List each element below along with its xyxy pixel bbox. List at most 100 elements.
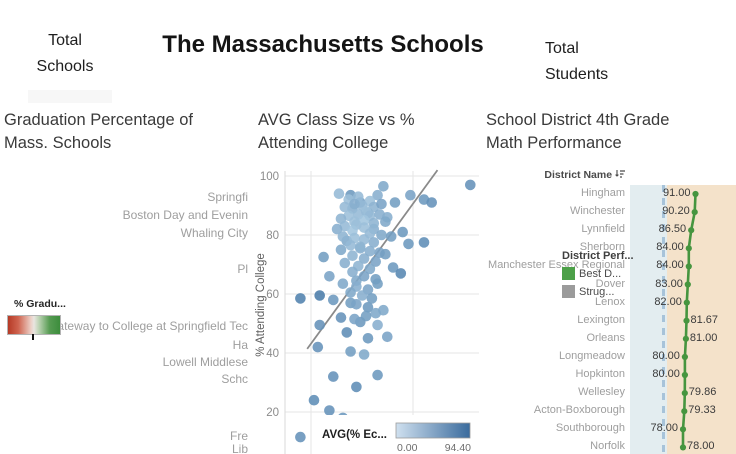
- scatter-point[interactable]: [465, 179, 476, 191]
- scatter-point[interactable]: [358, 349, 370, 360]
- scatter-point[interactable]: [341, 327, 353, 338]
- scatter-point[interactable]: [335, 312, 347, 323]
- scatter-point[interactable]: [345, 240, 356, 251]
- scatter-point[interactable]: [355, 241, 366, 253]
- district-svg: [630, 185, 736, 454]
- scatter-point[interactable]: [356, 290, 368, 301]
- district-score-label: 84.00: [656, 241, 684, 254]
- scatter-point[interactable]: [331, 223, 343, 235]
- scatter-point[interactable]: [395, 268, 407, 279]
- district-legend-item[interactable]: Strug...: [562, 285, 634, 298]
- scatter-point[interactable]: [370, 307, 381, 319]
- scatter-point[interactable]: [376, 229, 387, 241]
- y-tick-label: 20: [266, 407, 279, 419]
- scatter-point[interactable]: [403, 238, 414, 250]
- grad-color-legend-tick[interactable]: [32, 334, 34, 340]
- scatter-point[interactable]: [364, 263, 376, 275]
- scatter-color-legend-gradient[interactable]: [395, 422, 471, 439]
- district-score-dot[interactable]: [683, 317, 690, 324]
- district-score-label: 83.00: [655, 277, 683, 290]
- scatter-point[interactable]: [351, 381, 362, 393]
- scatter-point[interactable]: [370, 274, 381, 285]
- scatter-point[interactable]: [372, 319, 383, 331]
- scatter-point[interactable]: [389, 197, 401, 208]
- scatter-point[interactable]: [358, 271, 370, 282]
- scatter-point[interactable]: [337, 231, 349, 242]
- scatter-point[interactable]: [370, 256, 381, 267]
- scatter-point[interactable]: [347, 250, 358, 261]
- scatter-point[interactable]: [366, 293, 378, 304]
- scatter-point[interactable]: [339, 257, 351, 269]
- district-legend-item[interactable]: Best D...: [562, 267, 634, 280]
- scatter-point[interactable]: [333, 188, 345, 199]
- district-score-dot[interactable]: [681, 408, 688, 415]
- scatter-point[interactable]: [295, 293, 306, 304]
- scatter-point[interactable]: [328, 371, 339, 382]
- scatter-point[interactable]: [339, 201, 351, 213]
- district-score-dot[interactable]: [691, 209, 698, 216]
- district-score-dot[interactable]: [683, 299, 690, 306]
- scatter-point[interactable]: [418, 237, 430, 248]
- district-score-dot[interactable]: [692, 190, 699, 198]
- scatter-point[interactable]: [349, 313, 360, 325]
- scatter-point[interactable]: [308, 394, 320, 406]
- scatter-point[interactable]: [358, 253, 370, 264]
- scatter-point[interactable]: [324, 271, 335, 282]
- scatter-point[interactable]: [372, 189, 383, 201]
- scatter-point[interactable]: [397, 226, 408, 238]
- scatter-svg: 100 80 60 40 20 % Attending College AVG(% Ec..…: [255, 169, 480, 454]
- scatter-point[interactable]: [345, 346, 356, 357]
- scatter-point[interactable]: [349, 198, 360, 210]
- district-score-dot[interactable]: [679, 444, 687, 451]
- district-score-dot[interactable]: [688, 227, 695, 234]
- scatter-point[interactable]: [314, 319, 325, 331]
- district-score-dot[interactable]: [681, 371, 688, 379]
- scatter-point[interactable]: [382, 331, 393, 343]
- scatter-point[interactable]: [368, 237, 380, 248]
- scatter-point[interactable]: [405, 189, 416, 201]
- reference-band-tan: [667, 185, 736, 454]
- grad-color-legend-gradient[interactable]: [7, 315, 61, 335]
- scatter-point[interactable]: [347, 266, 358, 278]
- scatter-point[interactable]: [312, 341, 324, 353]
- scatter-point[interactable]: [385, 231, 397, 242]
- sort-icon[interactable]: [615, 169, 626, 179]
- scatter-point[interactable]: [349, 216, 360, 227]
- scatter-point[interactable]: [337, 278, 349, 289]
- scatter-point[interactable]: [362, 333, 374, 344]
- scatter-point[interactable]: [362, 302, 374, 313]
- district-score-dot[interactable]: [685, 263, 692, 270]
- scatter-point[interactable]: [387, 262, 399, 273]
- scatter-point[interactable]: [364, 245, 376, 257]
- scatter-point[interactable]: [378, 181, 389, 192]
- district-score-dot[interactable]: [684, 281, 691, 288]
- district-score-dot[interactable]: [685, 245, 692, 252]
- district-score-dot[interactable]: [679, 426, 687, 433]
- legend-swatch-icon: [562, 267, 575, 280]
- district-panel-title-line2: Math Performance: [486, 134, 622, 152]
- district-score-dot[interactable]: [682, 335, 689, 342]
- scatter-point[interactable]: [324, 405, 335, 416]
- y-tick-label: 40: [266, 348, 279, 360]
- scatter-point[interactable]: [314, 290, 325, 301]
- scatter-point[interactable]: [374, 209, 385, 220]
- scatter-point[interactable]: [351, 299, 362, 310]
- scatter-point[interactable]: [426, 197, 437, 208]
- district-name: Hingham: [580, 187, 625, 199]
- district-score-dot[interactable]: [681, 353, 688, 360]
- scatter-point[interactable]: [318, 251, 329, 263]
- scatter-point[interactable]: [376, 198, 387, 210]
- scatter-point[interactable]: [335, 244, 347, 256]
- district-score-dot[interactable]: [681, 390, 688, 397]
- scatter-point[interactable]: [295, 431, 306, 443]
- scatter-point[interactable]: [368, 217, 380, 229]
- scatter-point[interactable]: [345, 287, 356, 298]
- scatter-point[interactable]: [380, 248, 391, 260]
- scatter-point[interactable]: [360, 310, 372, 322]
- scatter-point[interactable]: [328, 294, 339, 306]
- scatter-point[interactable]: [358, 215, 370, 226]
- scatter-point[interactable]: [372, 369, 383, 381]
- scatter-point[interactable]: [380, 216, 391, 227]
- scatter-panel-title-line2: Attending College: [258, 134, 389, 152]
